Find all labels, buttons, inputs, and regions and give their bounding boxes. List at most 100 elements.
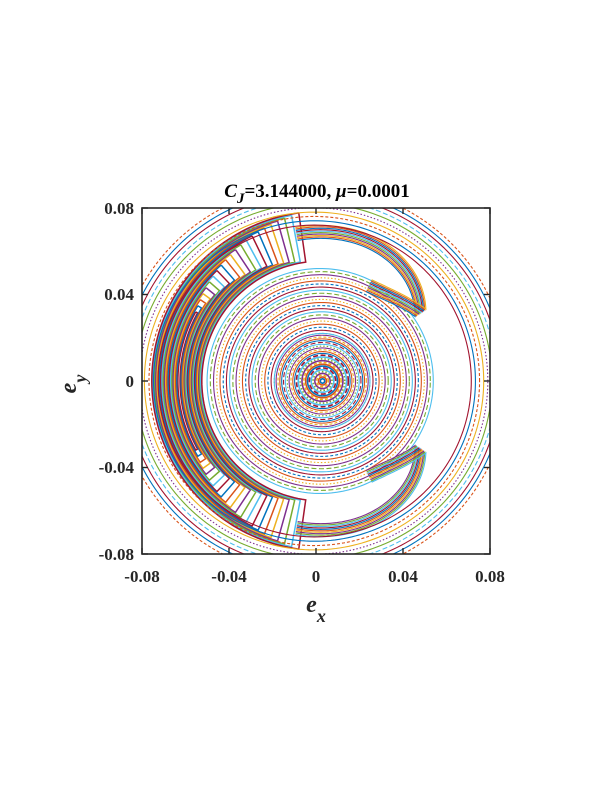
- invariant-curve: [251, 311, 392, 451]
- invariant-curve: [267, 326, 377, 436]
- island-curve: [174, 299, 207, 464]
- y-axis-symbol: e: [56, 382, 82, 393]
- invariant-curve: [270, 329, 374, 433]
- separatrix-lobe-curve: [296, 232, 421, 315]
- invariant-curve: [219, 280, 422, 482]
- invariant-curve: [232, 292, 410, 470]
- separatrix-lobe-curve: [297, 237, 416, 318]
- separatrix-lobe-curve: [296, 447, 421, 530]
- island-curve: [159, 235, 268, 528]
- separatrix-lobe-curve: [296, 448, 422, 532]
- invariant-curve: [264, 323, 380, 439]
- invariant-curve: [245, 305, 398, 457]
- separatrix-lobe-curve: [295, 226, 426, 312]
- invariant-curve: [229, 289, 413, 473]
- island-curve: [170, 281, 221, 482]
- invariant-curve: [312, 370, 333, 392]
- island-curve: [173, 293, 212, 470]
- x-tick-label: 0.04: [388, 567, 418, 586]
- island-curve: [162, 244, 257, 519]
- separatrix-lobe-curve: [297, 445, 417, 526]
- invariant-curve: [315, 374, 330, 388]
- island-curve: [163, 248, 252, 514]
- island-curve: [157, 227, 280, 536]
- invariant-curve: [292, 351, 353, 411]
- invariant-curve: [142, 208, 490, 554]
- invariant-curve: [286, 345, 358, 417]
- invariant-curve: [290, 349, 355, 413]
- separatrix-lobe-curve: [296, 229, 423, 313]
- separatrix-lobe-curve: [296, 446, 419, 528]
- invariant-curve: [257, 317, 386, 445]
- y-axis-label: ey: [56, 374, 90, 394]
- island-curve: [177, 311, 199, 452]
- invariant-curve: [241, 301, 401, 461]
- island-curve: [156, 223, 285, 539]
- island-curve: [154, 220, 291, 542]
- island-curve: [172, 287, 216, 476]
- invariant-curve: [295, 354, 350, 408]
- invariant-curve: [238, 298, 404, 464]
- separatrix-lobe-curve: [297, 444, 416, 525]
- invariant-curve: [235, 295, 407, 467]
- invariant-curve: [288, 347, 357, 415]
- separatrix-lobe-curve: [297, 236, 417, 317]
- invariant-curve: [277, 336, 367, 426]
- island-curve: [168, 269, 231, 493]
- separatrix-lobe-curve: [295, 450, 426, 536]
- tick-marks: [141, 207, 491, 555]
- poincare-curves: [142, 208, 490, 554]
- separatrix-lobe-curve: [296, 233, 420, 316]
- separatrix-lobe-curve: [295, 450, 425, 535]
- invariant-curve: [275, 334, 369, 428]
- invariant-curve: [314, 372, 331, 390]
- island-curve: [158, 231, 274, 532]
- invariant-curve: [152, 220, 476, 542]
- invariant-curve: [279, 338, 366, 424]
- island-curve: [169, 275, 226, 487]
- separatrix-lobe-curve: [296, 234, 419, 316]
- invariant-curve: [297, 356, 348, 406]
- invariant-curve: [304, 363, 341, 399]
- invariant-curve: [308, 367, 337, 395]
- island-curve: [167, 264, 236, 499]
- chart-title: CJ=3.144000, μ=0.0001: [224, 181, 409, 207]
- y-tick-label: -0.08: [99, 545, 134, 564]
- x-tick-labels: -0.08 -0.04 0 0.04 0.08: [124, 567, 505, 586]
- separatrix-lobe-curve: [296, 446, 420, 529]
- separatrix-lobe-curve: [295, 227, 425, 312]
- x-axis-label: ex: [306, 592, 326, 626]
- title-subscript: J: [236, 191, 245, 207]
- title-mu-value: =0.0001: [347, 181, 410, 202]
- x-tick-label: -0.08: [124, 567, 159, 586]
- y-tick-labels: 0.08 0.04 0 -0.04 -0.08: [99, 199, 135, 564]
- invariant-curve: [273, 332, 371, 430]
- separatrix-lobe-curve: [296, 449, 423, 533]
- invariant-curve: [148, 215, 481, 547]
- island-curve: [152, 214, 302, 548]
- invariant-curve: [225, 286, 416, 476]
- island-curve: [164, 253, 247, 509]
- invariant-curve: [261, 320, 383, 442]
- invariant-curve: [319, 378, 326, 384]
- y-tick-label: 0.08: [104, 199, 134, 218]
- y-axis-subscript: y: [70, 374, 90, 385]
- x-tick-label: 0.08: [475, 567, 505, 586]
- island-curve: [165, 259, 241, 504]
- island-curve: [151, 212, 307, 550]
- separatrix-lobe-curve: [296, 230, 422, 314]
- island-curve: [160, 239, 263, 523]
- x-tick-label: -0.04: [211, 567, 247, 586]
- y-tick-label: 0.04: [104, 285, 134, 304]
- invariant-curve: [142, 208, 490, 554]
- x-tick-label: 0: [312, 567, 321, 586]
- island-curve: [175, 305, 203, 458]
- invariant-curve: [254, 314, 389, 448]
- title-symbol: C: [224, 181, 237, 202]
- invariant-curve: [303, 361, 342, 401]
- title-value: =3.144000,: [244, 181, 336, 202]
- invariant-curve: [142, 208, 490, 554]
- title-mu: μ: [335, 181, 347, 202]
- invariant-curve: [281, 340, 364, 422]
